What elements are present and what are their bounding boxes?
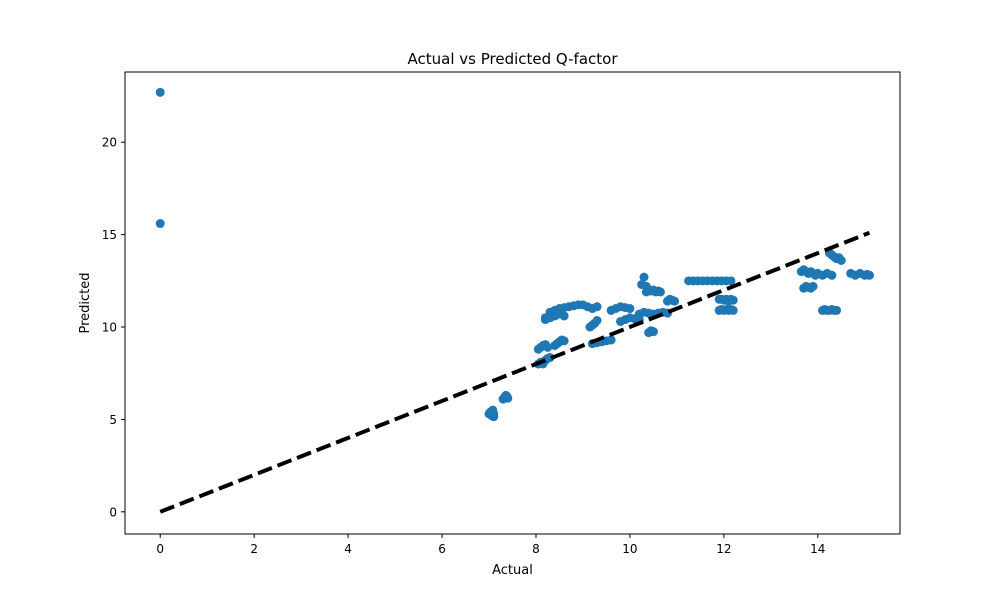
y-tick-label: 5 [109, 413, 117, 427]
y-axis-label: Predicted [78, 272, 93, 333]
x-tick-label: 6 [438, 542, 446, 556]
x-tick-label: 12 [716, 542, 731, 556]
data-point [155, 87, 165, 97]
y-tick-label: 15 [102, 228, 117, 242]
data-point [639, 272, 649, 282]
reference-line [159, 230, 871, 514]
plot-frame [124, 71, 901, 535]
data-point [726, 276, 736, 286]
chart-title: Actual vs Predicted Q-factor [408, 50, 619, 68]
data-point [827, 270, 837, 280]
y-tick-label: 10 [102, 321, 117, 335]
data-point [559, 311, 569, 321]
data-point [592, 302, 602, 312]
data-point [864, 270, 874, 280]
x-tick-label: 0 [156, 542, 164, 556]
data-point [489, 409, 499, 419]
plot-marks [155, 87, 874, 514]
data-point [670, 296, 680, 306]
data-point [503, 393, 513, 403]
x-tick-label: 8 [532, 542, 540, 556]
data-point [648, 327, 658, 337]
data-point [832, 305, 842, 315]
data-point [592, 316, 602, 326]
y-tick-label: 20 [102, 136, 117, 150]
data-point [655, 287, 665, 297]
data-point [543, 342, 553, 352]
data-point [625, 304, 635, 314]
data-point [836, 256, 846, 265]
x-axis-label: Actual [492, 563, 533, 578]
data-point [728, 295, 738, 305]
y-axis-ticks: 0 5 10 15 20 [102, 136, 125, 519]
x-tick-label: 4 [344, 542, 352, 556]
data-point [728, 305, 738, 315]
data-point [155, 219, 165, 229]
x-tick-label: 14 [810, 542, 825, 556]
x-tick-label: 2 [250, 542, 258, 556]
data-point [559, 336, 569, 346]
data-point [808, 281, 818, 291]
x-axis-ticks: 0 2 4 6 8 10 12 14 [156, 534, 825, 556]
y-tick-label: 0 [109, 505, 117, 519]
data-point [545, 353, 555, 363]
x-tick-label: 10 [622, 542, 637, 556]
data-point [606, 335, 616, 345]
